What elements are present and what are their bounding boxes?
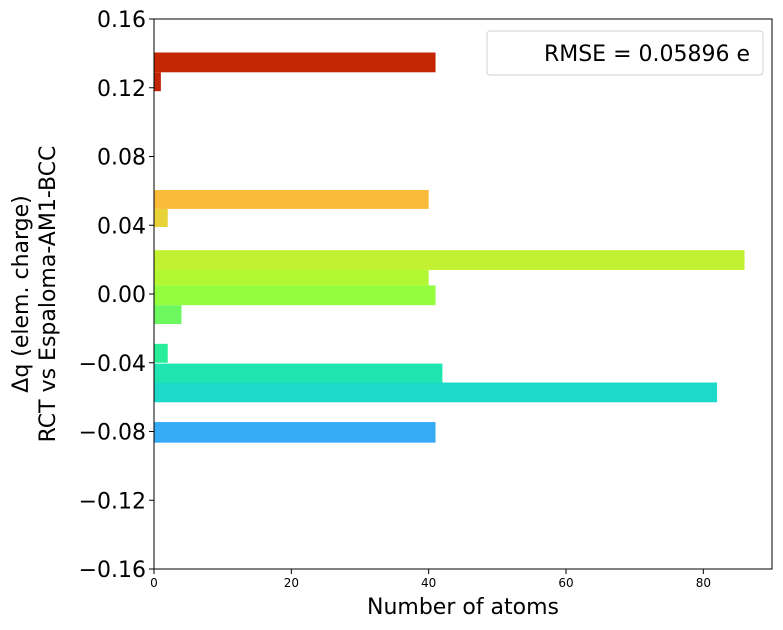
y-tick-label: 0.00 <box>97 283 146 308</box>
histogram-bar-10 <box>154 72 161 92</box>
y-axis-ticks: −0.16 −0.12 −0.08 −0.04 0.00 0.04 0.08 0.12 0.16 <box>79 8 154 583</box>
y-tick-label: −0.16 <box>79 558 146 583</box>
y-tick-label: 0.08 <box>97 146 146 171</box>
histogram-bar-4 <box>154 305 182 325</box>
histogram-bar-11 <box>154 52 436 73</box>
y-axis-label-line1: Δq (elem. charge) <box>9 195 34 392</box>
histogram-bar-1 <box>154 382 718 403</box>
bars-layer <box>154 52 745 443</box>
x-tick-label: 40 <box>421 576 436 590</box>
x-axis-label: Number of atoms <box>367 595 559 620</box>
y-tick-label: 0.04 <box>97 214 146 239</box>
x-tick-label: 20 <box>284 576 299 590</box>
histogram-bar-5 <box>154 285 436 306</box>
plot-frame <box>153 18 773 570</box>
y-tick-label: −0.04 <box>79 352 146 377</box>
histogram-bar-6 <box>154 269 429 286</box>
x-tick-label: 80 <box>696 576 711 590</box>
legend-box <box>486 30 764 76</box>
legend: RMSE = 0.05896 e <box>486 30 764 76</box>
y-tick-label: 0.12 <box>97 77 146 102</box>
histogram-bar-0 <box>154 422 436 443</box>
x-tick-label: 60 <box>558 576 573 590</box>
y-tick-label: −0.08 <box>79 421 146 446</box>
histogram-bar-7 <box>154 250 745 270</box>
x-tick-label: 0 <box>150 576 158 590</box>
y-tick-label: −0.12 <box>79 489 146 514</box>
histogram-bar-9 <box>154 190 429 209</box>
x-axis-ticks: 0 20 40 60 80 <box>150 569 711 590</box>
y-tick-label: 0.16 <box>97 8 146 33</box>
histogram-bar-2 <box>154 363 443 383</box>
histogram-bar-3 <box>154 343 168 363</box>
y-axis-label-line2: RCT vs Espaloma-AM1-BCC <box>36 146 61 443</box>
legend-text: RMSE = 0.05896 e <box>544 42 750 67</box>
histogram-bar-8 <box>154 208 168 227</box>
